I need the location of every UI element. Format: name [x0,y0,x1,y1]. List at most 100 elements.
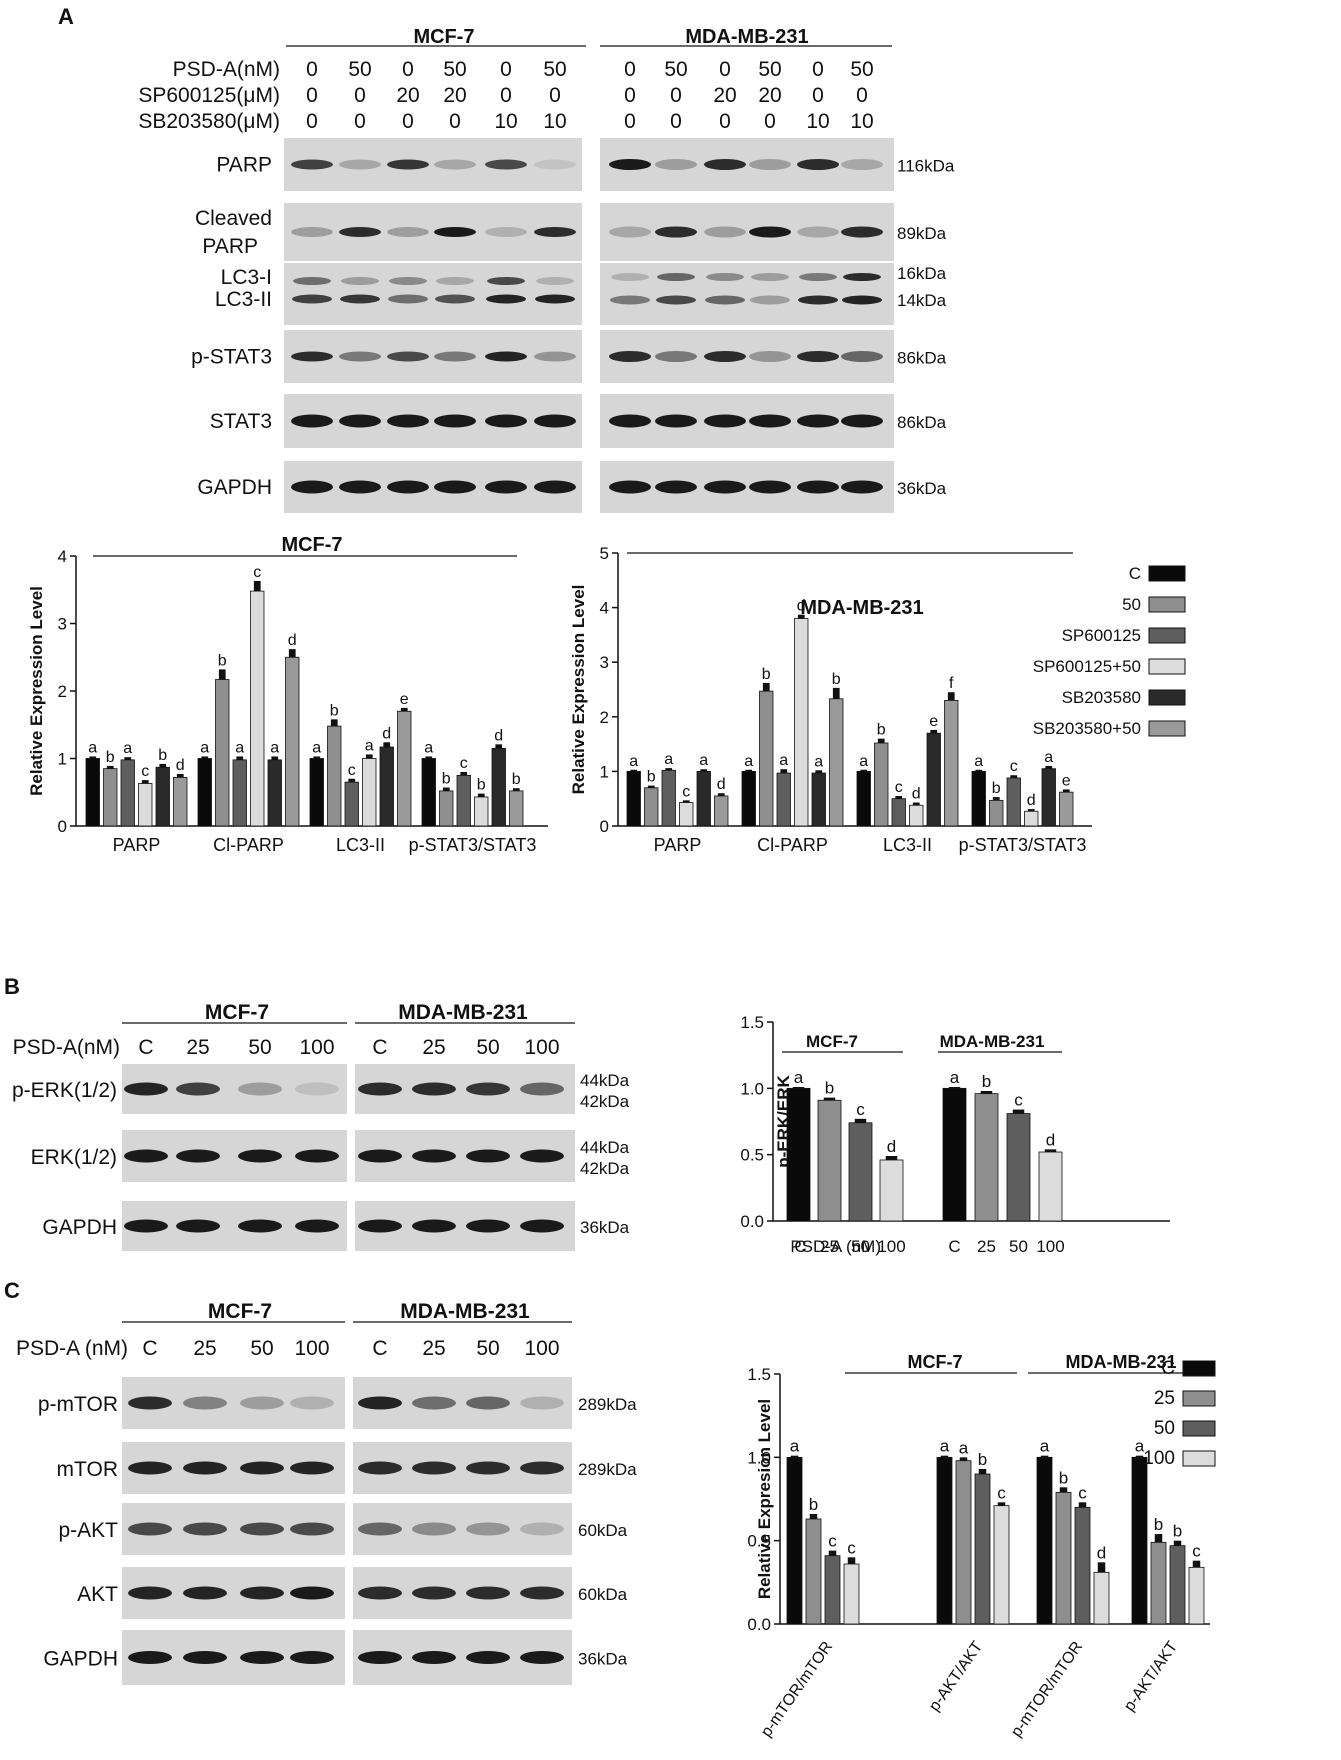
x-tick-label: p-STAT3/STAT3 [409,835,537,855]
blot-band [290,1461,334,1475]
significance-letter: a [779,752,788,769]
bar [509,790,524,827]
blot-band [238,1082,282,1096]
significance-letter: b [330,702,339,719]
bar [696,771,711,827]
blot-band [290,1396,334,1410]
treatment-value: 10 [806,110,829,133]
treatment-value: 50 [543,58,566,81]
bar [1024,810,1039,827]
significance-letter: b [1173,1522,1182,1541]
error-bar [940,1455,949,1458]
blot-band [749,480,791,494]
treatment-value: 20 [443,84,466,107]
blot-band [520,1219,564,1233]
y-tick-label: 1 [58,750,67,769]
significance-letter: b [1154,1515,1163,1534]
legend-label: 50 [1154,1418,1175,1439]
bar [794,618,809,827]
significance-letter: b [647,769,656,786]
error-bar [159,763,167,768]
significance-letter: a [200,739,209,756]
lc3-ii-band [798,295,838,305]
error-bar [1045,765,1053,769]
blot-band [183,1461,227,1475]
blot-band [466,1522,510,1536]
lc3-i-band [536,277,574,285]
blot-strip-mcf7 [284,138,582,191]
blot-band [797,351,839,362]
significance-letter: a [424,739,433,756]
lane-label: 100 [524,1036,559,1059]
bar [909,804,924,827]
treatment-value: 20 [713,84,736,107]
significance-letter: b [1059,1468,1068,1487]
blot-band [609,159,651,170]
bar [285,656,300,827]
treatment-label: SP600125(μM) [138,84,280,107]
error-bar [809,1514,818,1519]
error-bar [253,580,261,592]
y-tick-label: 1.0 [740,1079,764,1098]
bar [714,795,729,827]
blot-band [387,414,429,428]
error-bar [460,772,468,776]
significance-letter: d [1027,792,1036,809]
significance-letter: c [348,762,356,779]
cell-title: MDA-MB-231 [400,1300,530,1323]
legend-label: C [1161,1358,1175,1379]
lc3-i-band [611,273,649,281]
error-bar [792,1087,805,1089]
y-tick-label: 0.5 [740,1146,764,1165]
bar [1059,791,1074,827]
significance-letter: a [940,1437,950,1456]
bar [439,790,454,827]
treatment-label: PSD-A(nM) [13,1036,120,1059]
error-bar [815,770,823,774]
blot-band [240,1586,284,1600]
blot-band [183,1586,227,1600]
panel-label-a: A [58,4,74,29]
significance-letter: b [809,1495,818,1514]
bar [155,766,170,827]
lc3-ii-band [486,294,526,304]
blot-band [240,1651,284,1664]
significance-letter: b [982,1072,991,1091]
bar [974,1093,999,1222]
blot-band [655,480,697,494]
error-bar [89,756,97,759]
error-bar [348,778,356,783]
panel-c-blots: MCF-7 MDA-MB-231 PSD-A (nM) C C 25 25 50 50 100 10… [16,1300,637,1685]
blot-band [339,159,381,170]
treatment-value: 20 [758,84,781,107]
blot-band [128,1461,172,1475]
treatment-label: PSD-A(nM) [173,58,280,81]
bar [327,725,342,827]
blot-band [387,480,429,494]
significance-letter: c [847,1538,856,1557]
treatment-value: 10 [543,110,566,133]
significance-letter: a [744,753,753,770]
significance-letter: a [123,740,132,757]
significance-letter: c [856,1100,865,1119]
bar [1006,777,1021,827]
kda-label: 60kDa [578,1585,628,1604]
legend-label: SP600125+50 [1033,657,1141,676]
x-tick-label: p-mTOR/mTOR [1008,1639,1086,1741]
y-axis-label: Relative Expresion Level [755,1399,774,1599]
kda-label: 289kDa [578,1460,637,1479]
error-bar [106,765,114,769]
error-bar [700,769,708,772]
blot-band [434,227,476,237]
significance-letter: c [141,763,149,780]
error-bar [425,756,433,759]
blot-label: PARP [202,235,258,258]
blot-band [176,1219,220,1233]
significance-letter: b [762,666,771,683]
chart-title: MDA-MB-231 [800,597,923,619]
bar [843,1563,860,1625]
legend-swatch [1148,565,1186,582]
treatment-value: 0 [449,110,461,133]
blot-label: ERK(1/2) [31,1146,117,1169]
